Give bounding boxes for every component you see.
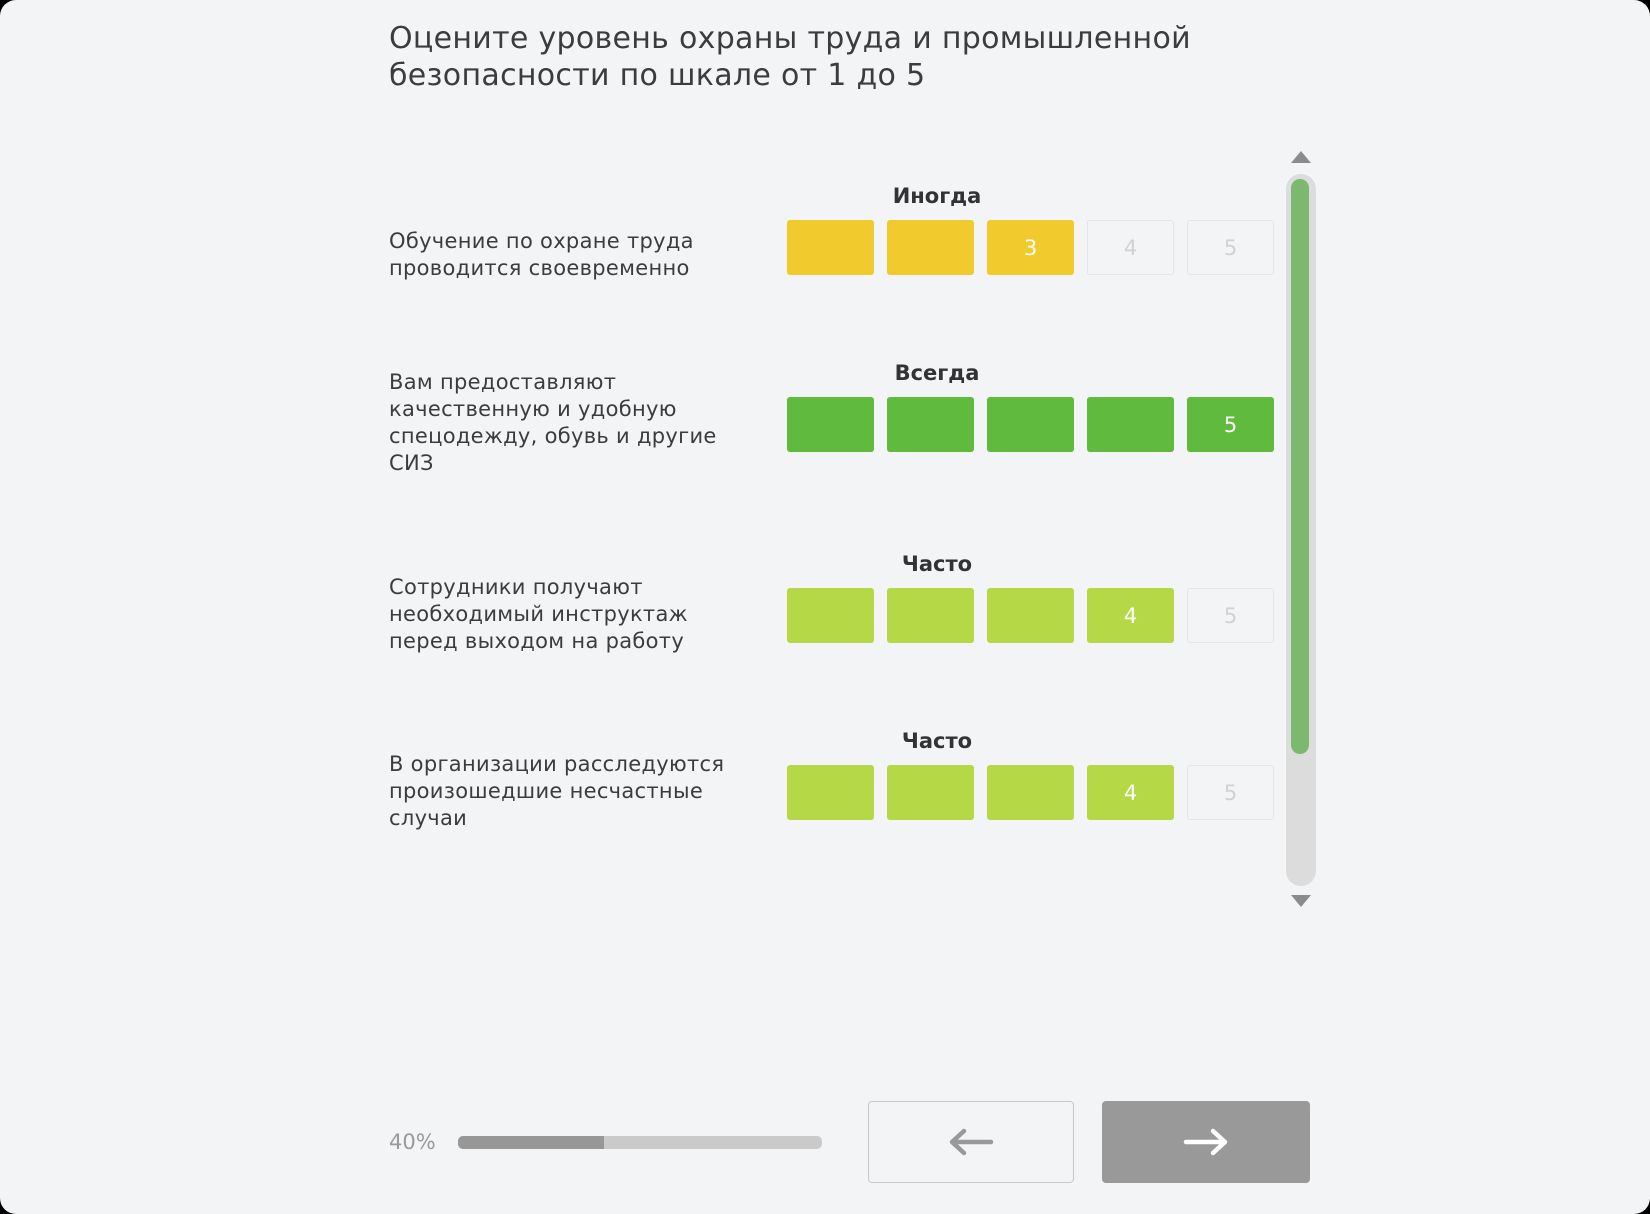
rating-verdict-label: Часто: [901, 552, 973, 576]
rating-option-5[interactable]: 5: [1187, 397, 1274, 452]
rating-option-5[interactable]: 5: [1187, 220, 1274, 275]
arrow-left-icon: [949, 1128, 994, 1156]
rating-verdict-label: Часто: [901, 729, 973, 753]
rating-option-4[interactable]: 4: [1087, 588, 1174, 643]
rating-option-2[interactable]: [887, 397, 974, 452]
rating-option-1[interactable]: [787, 220, 874, 275]
rating-option-3[interactable]: [987, 588, 1074, 643]
rating-option-1[interactable]: [787, 397, 874, 452]
rating-option-4[interactable]: [1087, 397, 1174, 452]
question-text: Обучение по охране труда проводится свое…: [389, 229, 694, 280]
rating-option-3[interactable]: [987, 397, 1074, 452]
rating-option-1[interactable]: [787, 765, 874, 820]
question-text: Вам предоставляют качественную и удобную…: [389, 370, 717, 475]
rating-option-3[interactable]: [987, 765, 1074, 820]
rating-option-3[interactable]: 3: [987, 220, 1074, 275]
page-title: Оцените уровень охраны труда и промышлен…: [389, 21, 1191, 93]
progress-percent: 40%: [389, 1130, 436, 1154]
rating-option-2[interactable]: [887, 588, 974, 643]
rating-option-5[interactable]: 5: [1187, 588, 1274, 643]
progress-bar: [458, 1136, 822, 1149]
rating-verdict-label: Всегда: [894, 361, 980, 385]
rating-scale: 5: [787, 397, 1274, 452]
scroll-down-arrow-icon[interactable]: [1291, 895, 1311, 907]
progress-fill: [458, 1136, 604, 1149]
next-button[interactable]: [1102, 1101, 1310, 1183]
rating-verdict-label: Иногда: [892, 184, 982, 208]
question-text: В организации расследуются произошедшие …: [389, 752, 725, 830]
question-text: Сотрудники получают необходимый инструкт…: [389, 575, 688, 653]
rating-option-1[interactable]: [787, 588, 874, 643]
scrollbar-thumb[interactable]: [1291, 179, 1309, 754]
arrow-right-icon: [1183, 1128, 1228, 1156]
back-button[interactable]: [868, 1101, 1074, 1183]
rating-option-2[interactable]: [887, 765, 974, 820]
scroll-up-arrow-icon[interactable]: [1291, 151, 1311, 163]
rating-option-4[interactable]: 4: [1087, 765, 1174, 820]
rating-option-4[interactable]: 4: [1087, 220, 1174, 275]
rating-option-5[interactable]: 5: [1187, 765, 1274, 820]
scrollbar-track[interactable]: [1286, 174, 1316, 886]
rating-option-2[interactable]: [887, 220, 974, 275]
